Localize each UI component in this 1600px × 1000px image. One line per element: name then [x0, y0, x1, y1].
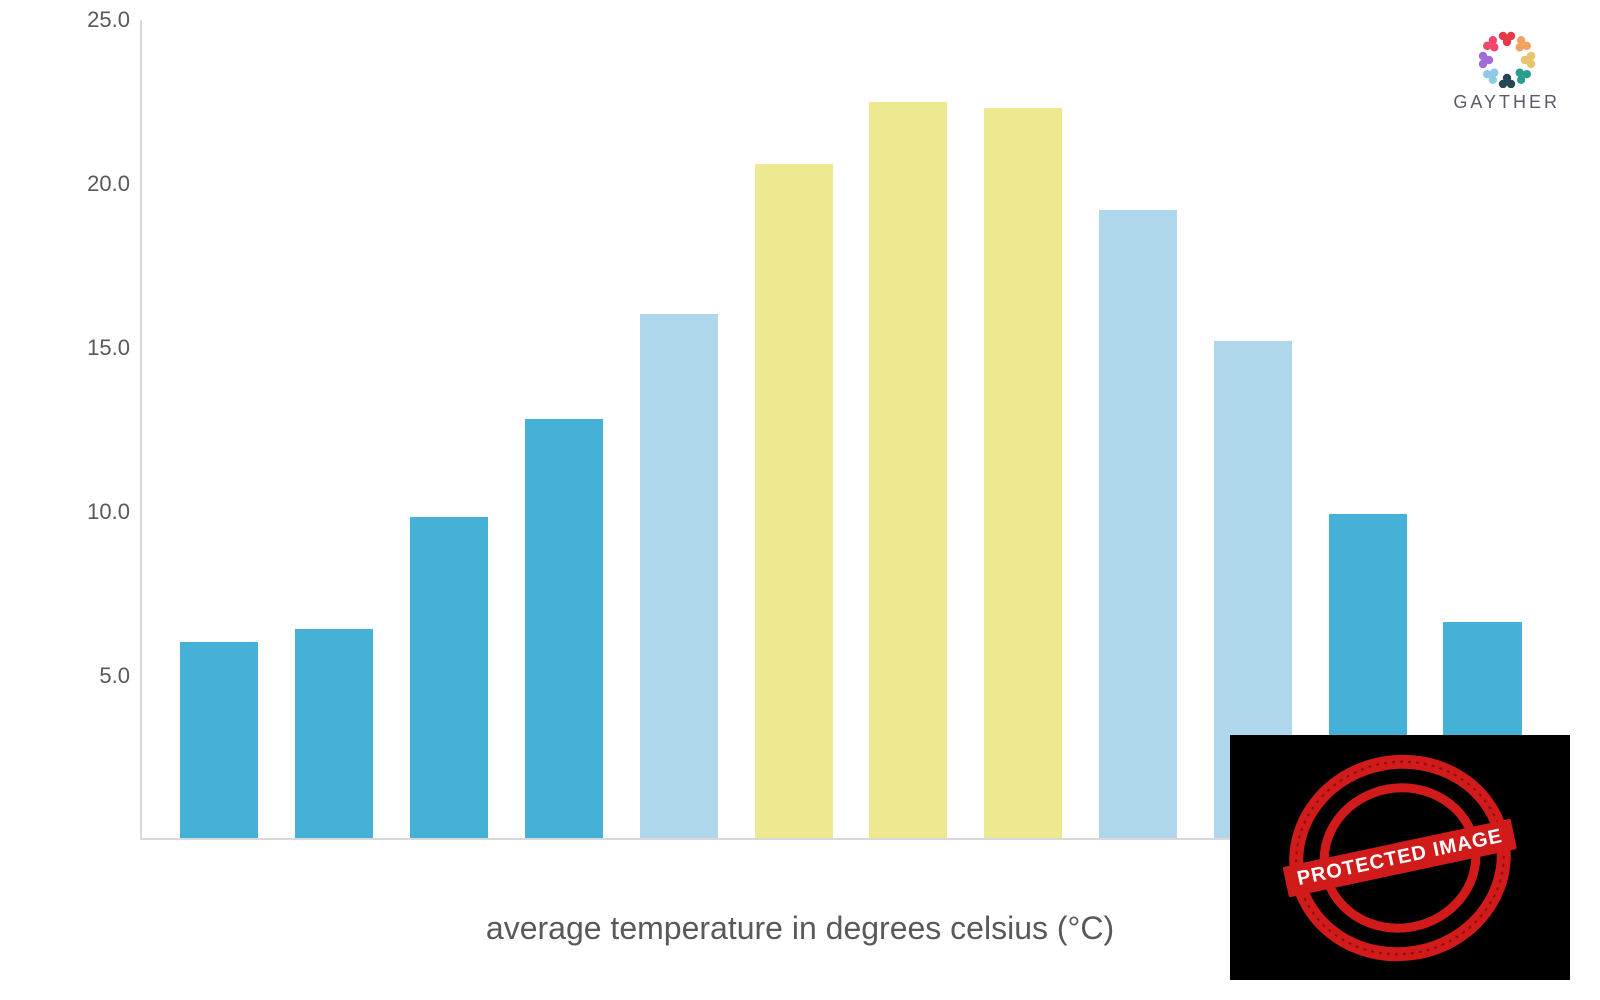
bar — [295, 629, 373, 838]
bar-slot — [966, 20, 1081, 838]
bar-slot — [277, 20, 392, 838]
protected-image-stamp: PROTECTED IMAGE — [1230, 735, 1570, 980]
brand-name: GAYTHER — [1453, 92, 1560, 113]
bar-slot — [1310, 20, 1425, 838]
bar — [984, 108, 1062, 838]
bar-slot — [162, 20, 277, 838]
temperature-bar-chart: 5.010.015.020.025.0 — [80, 20, 1560, 840]
bar-slot — [851, 20, 966, 838]
y-tick-label: 20.0 — [87, 171, 130, 197]
bar — [640, 314, 718, 838]
bar-slot — [392, 20, 507, 838]
plot-area — [140, 20, 1560, 840]
bar-slot — [1195, 20, 1310, 838]
bar — [180, 642, 258, 838]
bar-slot — [506, 20, 621, 838]
gayther-flower-icon — [1475, 30, 1539, 88]
y-tick-label: 25.0 — [87, 7, 130, 33]
bars-group — [142, 20, 1560, 838]
bar-slot — [1081, 20, 1196, 838]
y-tick-label: 10.0 — [87, 499, 130, 525]
bar — [410, 517, 488, 838]
bar — [1099, 210, 1177, 838]
bar — [755, 164, 833, 838]
y-axis: 5.010.015.020.025.0 — [80, 20, 140, 840]
bar — [525, 419, 603, 838]
bar — [869, 102, 947, 838]
brand-logo: GAYTHER — [1453, 30, 1560, 113]
bar-slot — [1425, 20, 1540, 838]
y-tick-label: 15.0 — [87, 335, 130, 361]
y-tick-label: 5.0 — [99, 663, 130, 689]
bar-slot — [736, 20, 851, 838]
bar-slot — [621, 20, 736, 838]
